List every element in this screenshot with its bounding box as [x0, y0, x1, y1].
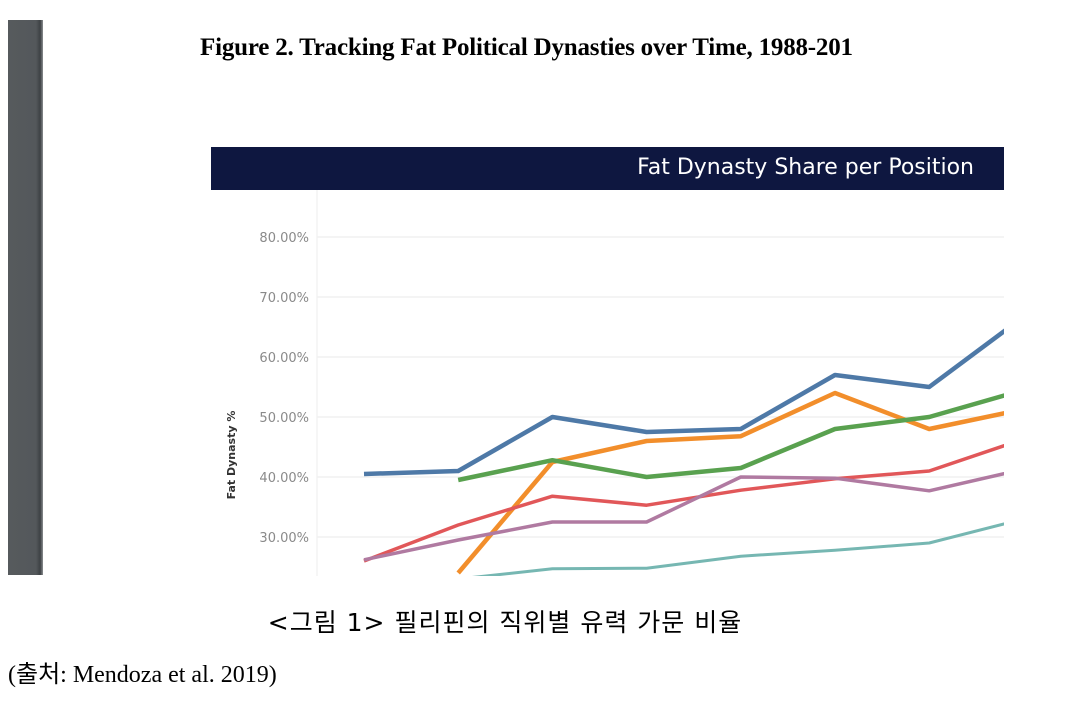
- y-tick-label: 60.00%: [259, 351, 309, 366]
- series-blue-line: [363, 328, 1004, 477]
- y-tick-label: 70.00%: [259, 291, 309, 306]
- figure-caption: <그림 1> 필리핀의 직위별 유력 가문 비율: [267, 608, 743, 637]
- series-lines: [363, 328, 1004, 576]
- series-green-line: [457, 393, 1004, 483]
- y-tick-label: 40.00%: [259, 471, 309, 486]
- figure-source: (출처: Mendoza et al. 2019): [8, 662, 277, 688]
- series-purple-line: [363, 471, 1004, 562]
- figure-title: Figure 2. Tracking Fat Political Dynasti…: [200, 34, 853, 61]
- chart-area: Fat Dynasty Share per Position 30.00% 40.…: [211, 147, 1004, 576]
- line-chart: 30.00% 40.00% 50.00% 60.00% 70.00% 80.00% Fat…: [225, 190, 1004, 576]
- chart-title-banner: Fat Dynasty Share per Position: [211, 147, 1004, 190]
- y-axis-label: Fat Dynasty %: [225, 411, 238, 500]
- series-teal-line: [471, 522, 1004, 576]
- y-tick-labels: 30.00% 40.00% 50.00% 60.00% 70.00% 80.00%: [259, 231, 309, 546]
- series-red-line: [363, 443, 1004, 563]
- chart-title: Fat Dynasty Share per Position: [637, 155, 974, 180]
- y-tick-label: 30.00%: [259, 531, 309, 546]
- document-side-bar: [8, 20, 43, 575]
- y-tick-label: 50.00%: [259, 411, 309, 426]
- y-tick-label: 80.00%: [259, 231, 309, 246]
